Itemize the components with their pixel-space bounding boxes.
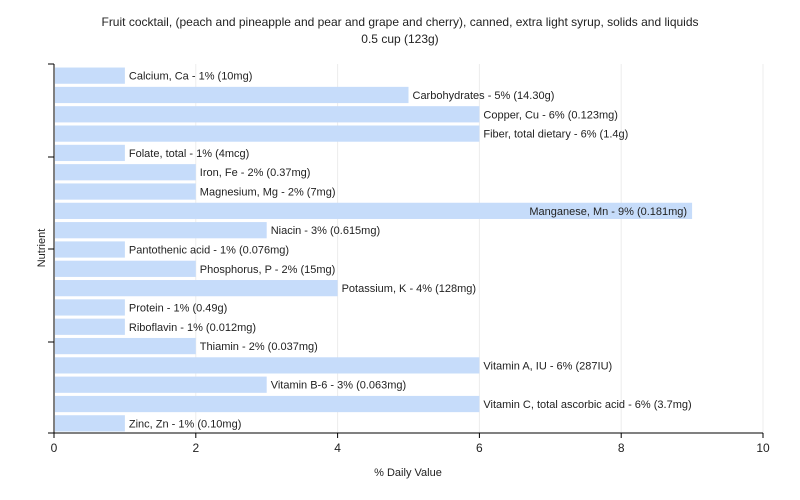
bar-label: Zinc, Zn - 1% (0.10mg): [129, 418, 241, 430]
bar-label: Folate, total - 1% (4mcg): [129, 148, 249, 160]
chart-title-block: Fruit cocktail, (peach and pineapple and…: [0, 14, 800, 48]
bar-label: Manganese, Mn - 9% (0.181mg): [529, 206, 687, 218]
bar-label: Magnesium, Mg - 2% (7mg): [200, 187, 336, 199]
bar-label: Vitamin B-6 - 3% (0.063mg): [271, 380, 407, 392]
bar: [55, 125, 480, 142]
x-axis-title: % Daily Value: [374, 467, 442, 479]
bar: [55, 260, 196, 277]
bar: [55, 280, 338, 297]
bar: [55, 183, 196, 200]
bar: [55, 318, 125, 335]
bar: [55, 337, 196, 355]
bars-group: Calcium, Ca - 1% (10mg) Carbohydrates - 5…: [55, 67, 693, 432]
axes-group: 0 2 4 6 8 10: [48, 63, 770, 455]
bar: [55, 86, 409, 104]
bar-label: Iron, Fe - 2% (0.37mg): [200, 167, 311, 179]
bar: [55, 222, 267, 239]
bar-label: Niacin - 3% (0.615mg): [271, 225, 380, 237]
bar: [55, 415, 125, 432]
x-tick-label: 8: [618, 441, 625, 455]
x-tick-label: 4: [334, 441, 341, 455]
bar-label: Copper, Cu - 6% (0.123mg): [483, 109, 618, 121]
bar: [55, 106, 480, 123]
x-tick-label: 10: [756, 441, 770, 455]
bar: [55, 164, 196, 181]
bar: [55, 202, 693, 219]
chart-subtitle: 0.5 cup (123g): [361, 32, 439, 46]
bar-label: Thiamin - 2% (0.037mg): [200, 341, 318, 353]
bar-label: Carbohydrates - 5% (14.30g): [413, 90, 555, 102]
bar-label: Vitamin C, total ascorbic acid - 6% (3.7…: [483, 399, 691, 411]
bar-label: Calcium, Ca - 1% (10mg): [129, 71, 252, 83]
x-tick-label: 0: [51, 441, 58, 455]
bar: [55, 395, 480, 413]
bar-label: Potassium, K - 4% (128mg): [342, 283, 477, 295]
bar: [55, 144, 125, 162]
bar-label: Riboflavin - 1% (0.012mg): [129, 322, 256, 334]
bar: [55, 299, 125, 316]
y-axis-title: Nutrient: [36, 229, 48, 268]
bar-label: Phosphorus, P - 2% (15mg): [200, 264, 336, 276]
bar-label: Vitamin A, IU - 6% (287IU): [483, 360, 612, 372]
chart-title: Fruit cocktail, (peach and pineapple and…: [101, 15, 699, 29]
bar: [55, 67, 125, 84]
bar-label: Pantothenic acid - 1% (0.076mg): [129, 245, 289, 257]
bar: [55, 376, 267, 393]
x-tick-label: 2: [192, 441, 199, 455]
bar: [55, 241, 125, 258]
bar-label: Protein - 1% (0.49g): [129, 302, 227, 314]
bar-label: Fiber, total dietary - 6% (1.4g): [483, 129, 628, 141]
bar: [55, 357, 480, 374]
x-tick-label: 6: [476, 441, 483, 455]
